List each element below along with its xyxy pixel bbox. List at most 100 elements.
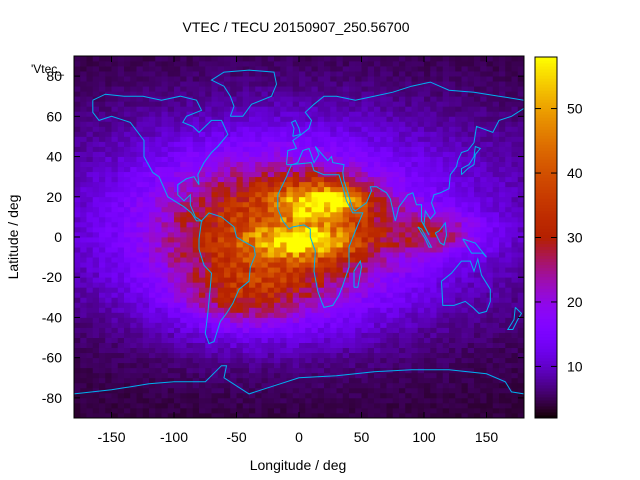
heat-cell <box>186 252 194 258</box>
heat-cell <box>505 322 512 328</box>
heat-cell <box>236 247 244 253</box>
heat-cell <box>211 387 219 394</box>
heat-cell <box>205 382 212 389</box>
heat-cell <box>142 211 150 218</box>
heat-cell <box>424 257 431 263</box>
heat-cell <box>192 226 200 233</box>
heat-cell <box>261 141 269 147</box>
heat-cell <box>149 226 156 233</box>
heat-cell <box>380 307 387 313</box>
heat-cell <box>249 257 256 263</box>
heat-cell <box>305 216 312 223</box>
heat-cell <box>211 151 219 157</box>
heat-cell <box>205 166 212 173</box>
heat-cell <box>467 392 475 399</box>
heat-cell <box>305 226 312 233</box>
heat-cell <box>292 206 300 213</box>
heat-cell <box>449 196 456 203</box>
heat-cell <box>267 357 275 364</box>
heat-cell <box>142 387 150 394</box>
heat-cell <box>417 126 425 132</box>
heat-cell <box>224 407 231 414</box>
heat-cell <box>361 407 369 414</box>
heat-cell <box>311 151 319 157</box>
heat-cell <box>405 211 412 218</box>
heat-cell <box>405 176 412 183</box>
heat-cell <box>136 171 144 178</box>
heat-cell <box>167 397 175 404</box>
heat-cell <box>230 221 237 228</box>
heat-cell <box>280 116 287 122</box>
heat-cell <box>317 226 325 233</box>
heat-cell <box>261 337 269 343</box>
heat-cell <box>192 121 200 127</box>
heat-cell <box>105 392 112 399</box>
heat-cell <box>386 407 394 414</box>
heat-cell <box>342 387 350 394</box>
heat-cell <box>430 257 437 263</box>
heat-cell <box>186 71 194 77</box>
heat-cell <box>74 327 81 333</box>
heat-cell <box>217 221 225 228</box>
heat-cell <box>155 171 162 178</box>
heat-cell <box>486 272 494 278</box>
heat-cell <box>167 372 175 379</box>
heat-cell <box>399 342 406 349</box>
heat-cell <box>217 262 225 268</box>
heat-cell <box>111 121 119 127</box>
heat-cell <box>236 211 244 218</box>
heat-cell <box>474 101 481 107</box>
heat-cell <box>155 221 162 228</box>
heat-cell <box>242 191 250 198</box>
heat-cell <box>474 191 481 198</box>
heat-cell <box>92 176 100 183</box>
heat-cell <box>124 317 131 323</box>
heat-cell <box>311 342 319 349</box>
heat-cell <box>349 76 356 82</box>
heat-cell <box>330 367 337 374</box>
heat-cell <box>424 252 431 258</box>
heat-cell <box>136 267 144 273</box>
heat-cell <box>155 86 162 92</box>
heat-cell <box>442 352 450 359</box>
heat-cell <box>261 322 269 328</box>
heat-cell <box>330 347 337 354</box>
heat-cell <box>117 342 125 349</box>
heat-cell <box>355 407 362 414</box>
heat-cell <box>505 282 512 288</box>
heat-cell <box>361 237 369 243</box>
heat-cell <box>499 101 506 107</box>
heat-cell <box>149 262 156 268</box>
heat-cell <box>386 332 394 338</box>
heat-cell <box>355 131 362 137</box>
heat-cell <box>161 387 169 394</box>
heat-cell <box>80 156 87 162</box>
heat-cell <box>449 262 456 268</box>
heat-cell <box>80 101 87 107</box>
heat-cell <box>155 166 162 173</box>
heat-cell <box>167 297 175 303</box>
heat-cell <box>155 247 162 253</box>
heat-cell <box>349 377 356 384</box>
heat-cell <box>242 357 250 364</box>
heat-cell <box>430 141 437 147</box>
heat-cell <box>499 186 506 193</box>
heat-cell <box>411 106 419 112</box>
heat-cell <box>161 392 169 399</box>
heat-cell <box>217 242 225 248</box>
heat-cell <box>461 362 469 369</box>
heat-cell <box>149 66 156 72</box>
heat-cell <box>149 312 156 318</box>
heat-cell <box>261 412 269 419</box>
heat-cell <box>242 101 250 107</box>
heat-cell <box>374 76 381 82</box>
heat-cell <box>211 76 219 82</box>
heat-cell <box>492 166 500 173</box>
heat-cell <box>455 216 462 223</box>
heat-cell <box>255 412 262 419</box>
heat-cell <box>292 387 300 394</box>
heat-cell <box>92 277 100 283</box>
heat-cell <box>486 322 494 328</box>
heat-cell <box>230 166 237 173</box>
heat-cell <box>330 116 337 122</box>
